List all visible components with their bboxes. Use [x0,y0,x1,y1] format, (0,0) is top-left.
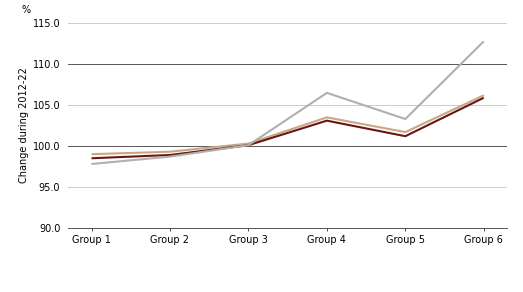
Legend: 2012/13-2016/17, 2017/18-2021/22, 2012-22: 2012/13-2016/17, 2017/18-2021/22, 2012-2… [124,290,451,292]
Text: %: % [22,5,31,15]
Y-axis label: Change during 2012-22: Change during 2012-22 [18,68,29,183]
